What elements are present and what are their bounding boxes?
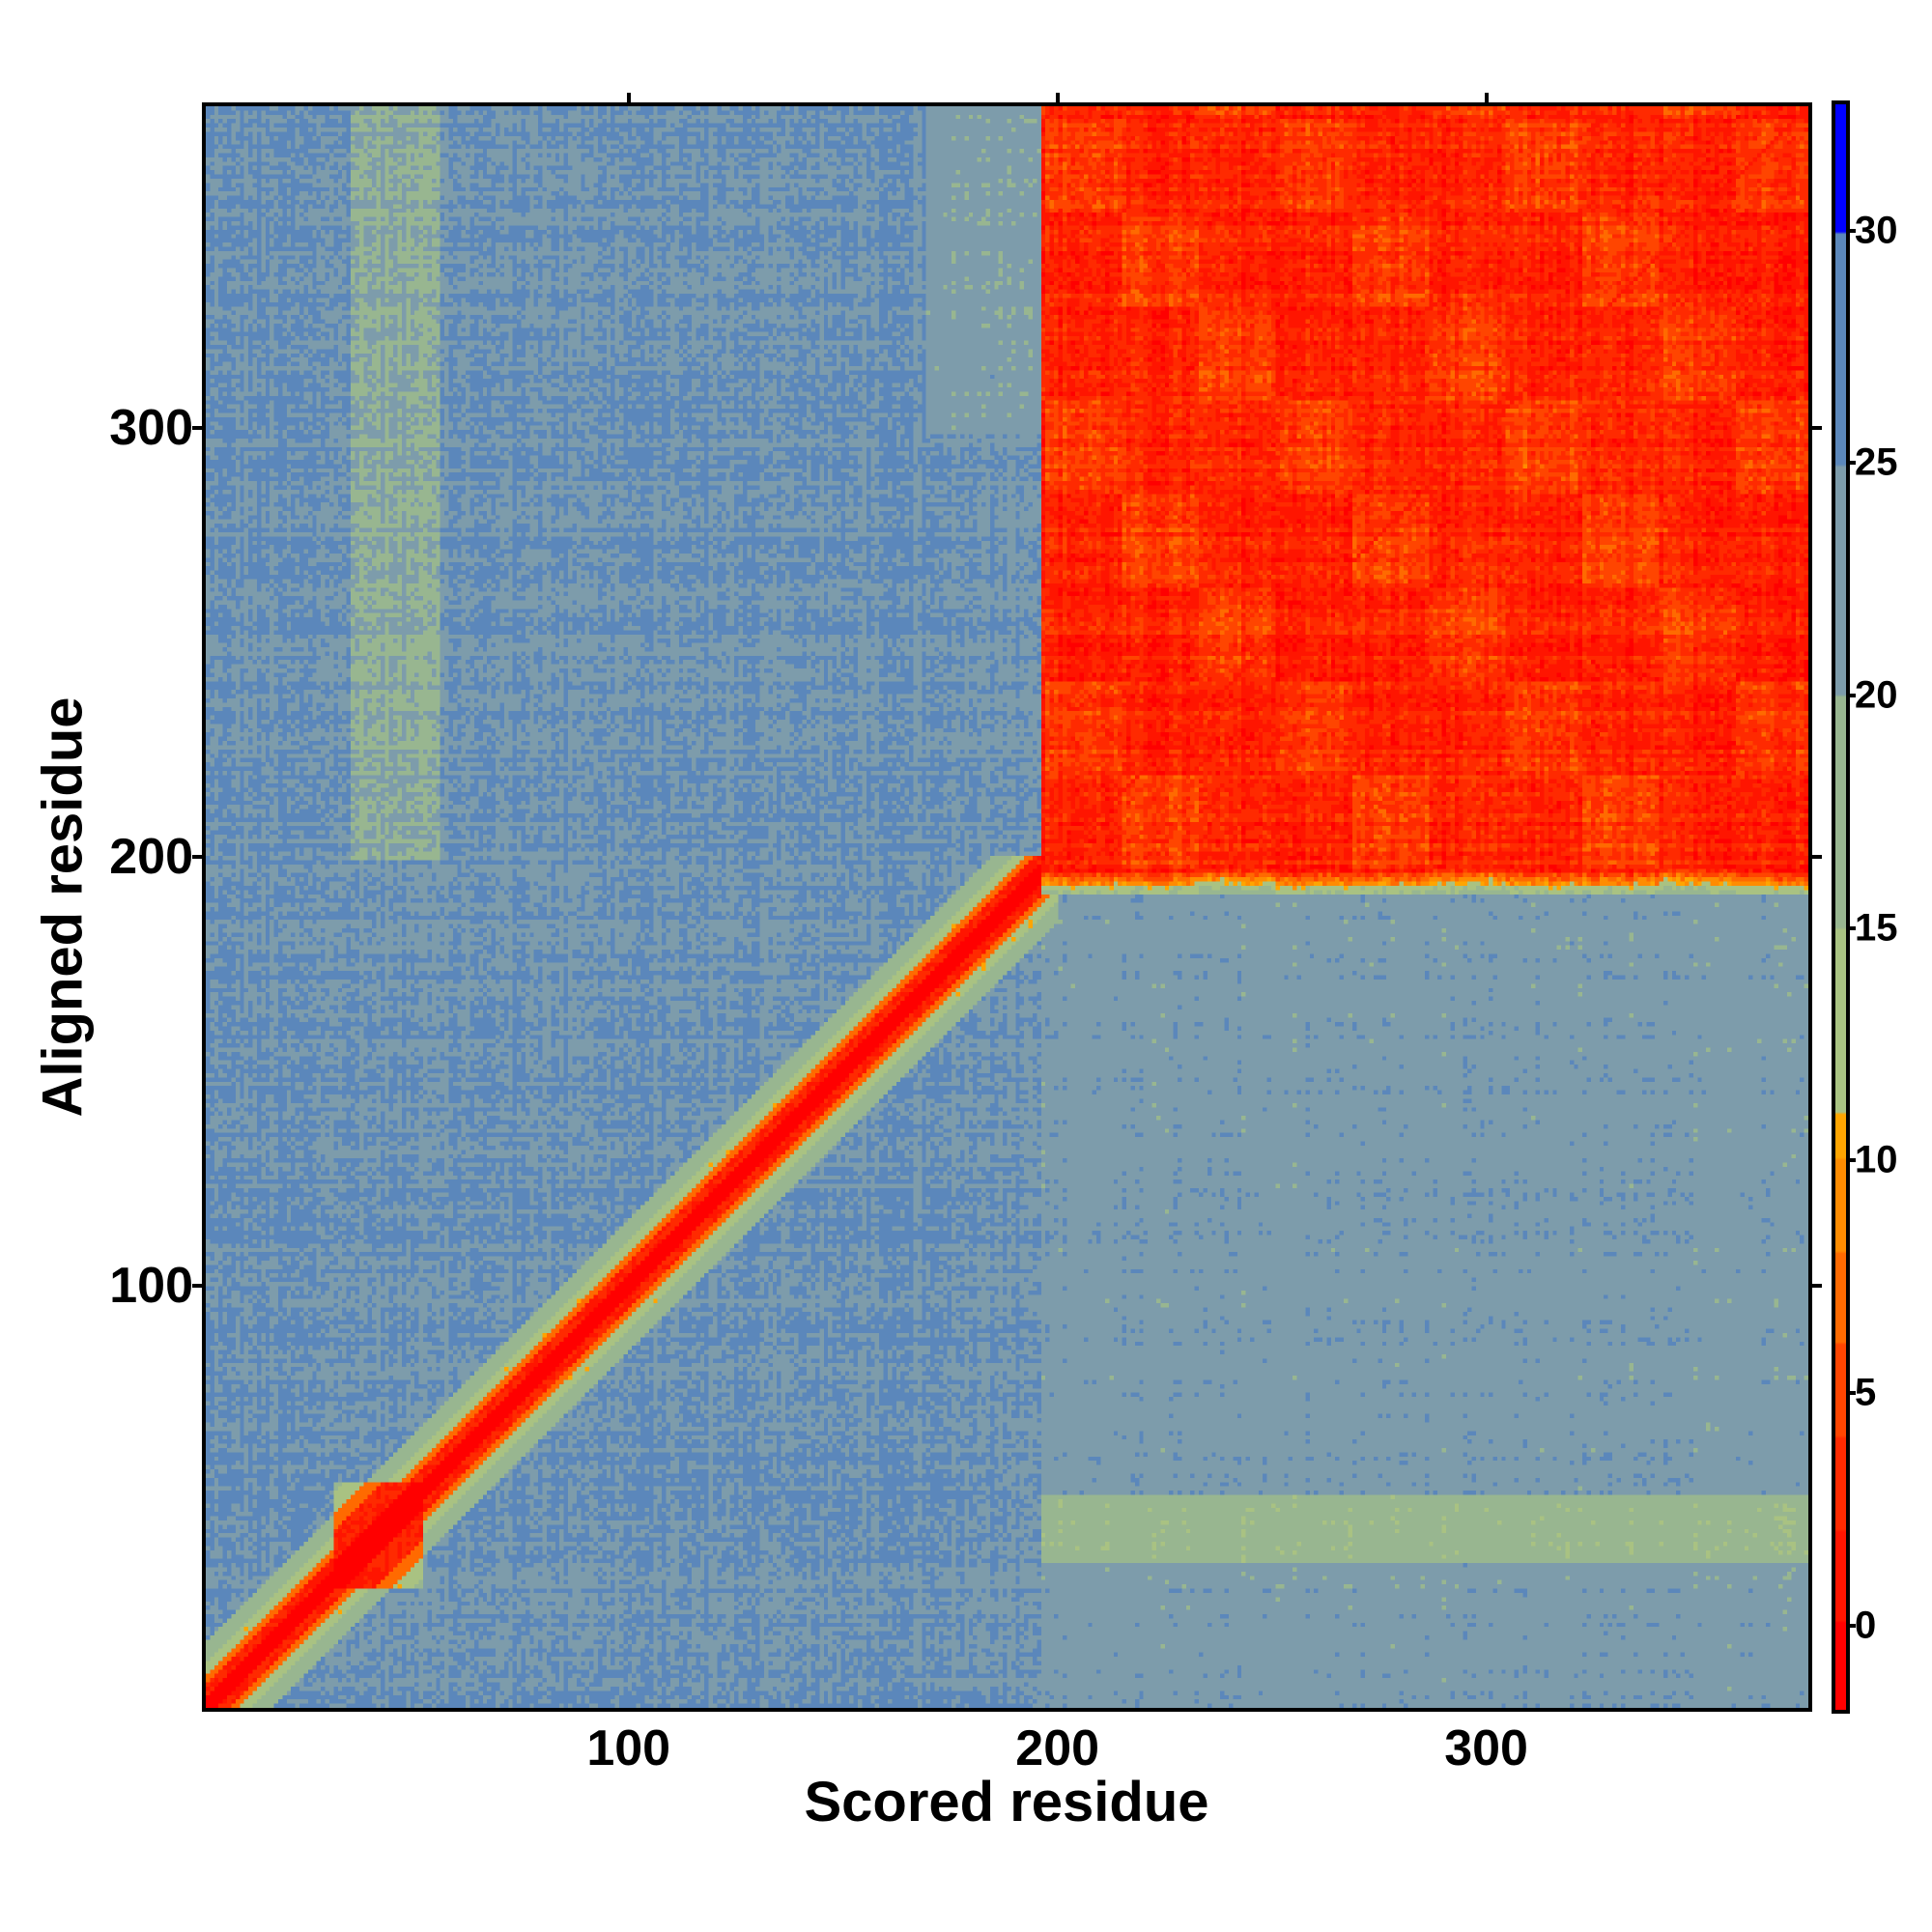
y-axis-title: Aligned residue [31, 696, 95, 1118]
colorbar-tick-mark [1850, 1623, 1856, 1628]
colorbar-tick-mark [1850, 925, 1856, 930]
x-tick-mark [1055, 93, 1060, 102]
y-tick-mark-left [192, 854, 202, 859]
x-tick-mark [626, 93, 631, 102]
colorbar-tick-mark [1850, 694, 1856, 698]
colorbar [1832, 100, 1850, 1714]
colorbar-gradient [1835, 104, 1846, 1710]
heatmap-cells [206, 106, 1808, 1708]
colorbar-tick-label: 10 [1855, 1138, 1898, 1181]
colorbar-tick-label: 0 [1855, 1604, 1877, 1647]
y-tick-mark-left [192, 1283, 202, 1288]
y-tick-mark [1812, 854, 1822, 859]
colorbar-tick-mark [1850, 228, 1856, 233]
x-tick-label: 100 [586, 1720, 671, 1776]
colorbar-tick-mark [1850, 1158, 1856, 1163]
colorbar-tick-label: 30 [1855, 209, 1898, 252]
colorbar-tick-label: 5 [1855, 1371, 1877, 1414]
x-axis-title: Scored residue [804, 1771, 1209, 1833]
colorbar-tick-label: 15 [1855, 906, 1898, 950]
y-tick-label: 200 [109, 828, 193, 885]
colorbar-tick-mark [1850, 461, 1856, 466]
y-tick-mark-left [192, 426, 202, 431]
y-tick-mark [1812, 426, 1822, 431]
x-tick-label: 200 [1015, 1720, 1100, 1776]
colorbar-tick-mark [1850, 1390, 1856, 1395]
y-tick-label: 100 [109, 1257, 193, 1314]
x-tick-label: 300 [1444, 1720, 1528, 1776]
heatmap-plot-area [202, 102, 1812, 1712]
x-tick-mark [1484, 93, 1489, 102]
colorbar-tick-label: 25 [1855, 440, 1898, 484]
y-tick-label: 300 [109, 400, 193, 457]
y-tick-mark [1812, 1283, 1822, 1288]
colorbar-tick-label: 20 [1855, 673, 1898, 717]
